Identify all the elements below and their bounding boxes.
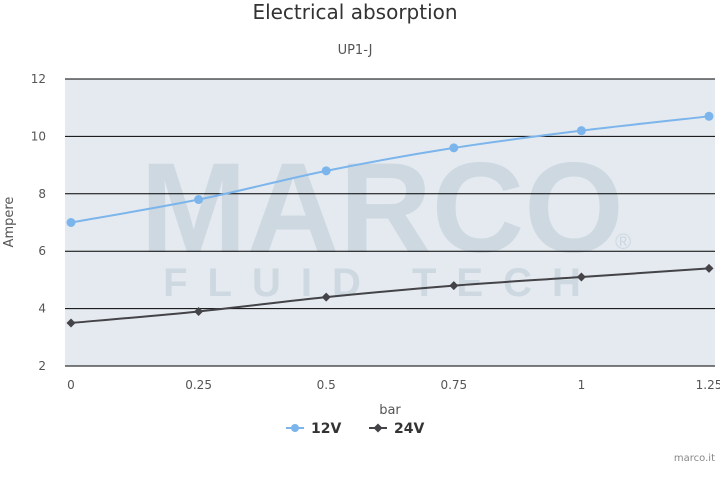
- data-point-24v[interactable]: [66, 318, 76, 328]
- y-axis-label: Ampere: [2, 197, 17, 248]
- x-axis-ticks: 0 0.25 0.5 0.75 1 1.25: [67, 378, 720, 392]
- y-axis-ticks: 2 4 6 8 10 12: [31, 72, 46, 373]
- y-tick-label: 4: [38, 302, 46, 316]
- series-line-12v: [70, 115, 710, 224]
- watermark-tagline: FLUID TECH: [163, 261, 601, 305]
- data-point-12v[interactable]: [194, 195, 204, 205]
- y-tick-label: 8: [38, 187, 46, 201]
- data-point-24v[interactable]: [576, 272, 586, 282]
- legend-marker-12v: [291, 424, 299, 432]
- y-tick-label: 10: [31, 129, 46, 143]
- x-tick-label: 0.25: [185, 378, 212, 392]
- watermark: MARCO ® FLUID TECH: [140, 137, 631, 305]
- series-line-24v: [70, 267, 710, 324]
- legend-label-12v: 12V: [311, 421, 341, 437]
- data-point-24v[interactable]: [449, 281, 459, 291]
- legend-marker-24v: [373, 423, 383, 433]
- x-tick-label: 1.25: [696, 378, 720, 392]
- x-tick-label: 0.75: [440, 378, 467, 392]
- chart-subtitle: UP1-J: [338, 43, 373, 58]
- x-tick-label: 1: [578, 378, 586, 392]
- y-tick-label: 12: [31, 72, 46, 86]
- legend-item-24v[interactable]: 24V: [369, 421, 424, 437]
- legend: 12V 24V: [286, 421, 424, 437]
- data-point-24v[interactable]: [194, 306, 204, 316]
- data-point-12v[interactable]: [66, 218, 76, 227]
- chart-title: Electrical absorption: [252, 0, 457, 24]
- series-lines: [66, 111, 714, 328]
- watermark-logo: MARCO: [140, 137, 624, 280]
- data-point-12v[interactable]: [449, 143, 459, 153]
- watermark-registered-mark: ®: [615, 229, 631, 254]
- data-point-24v[interactable]: [321, 292, 331, 302]
- legend-item-12v[interactable]: 12V: [286, 421, 341, 437]
- chart-credit[interactable]: marco.it: [674, 453, 715, 464]
- data-point-12v[interactable]: [321, 166, 331, 176]
- y-tick-label: 6: [38, 244, 46, 258]
- data-point-12v[interactable]: [704, 111, 714, 121]
- x-tick-label: 0: [67, 378, 75, 392]
- x-tick-label: 0.5: [317, 378, 336, 392]
- legend-label-24v: 24V: [394, 421, 424, 437]
- data-point-12v[interactable]: [576, 126, 586, 136]
- y-tick-label: 2: [38, 359, 46, 373]
- data-point-24v[interactable]: [704, 263, 714, 273]
- grid-lines: [65, 78, 715, 367]
- x-axis-label: bar: [379, 403, 401, 418]
